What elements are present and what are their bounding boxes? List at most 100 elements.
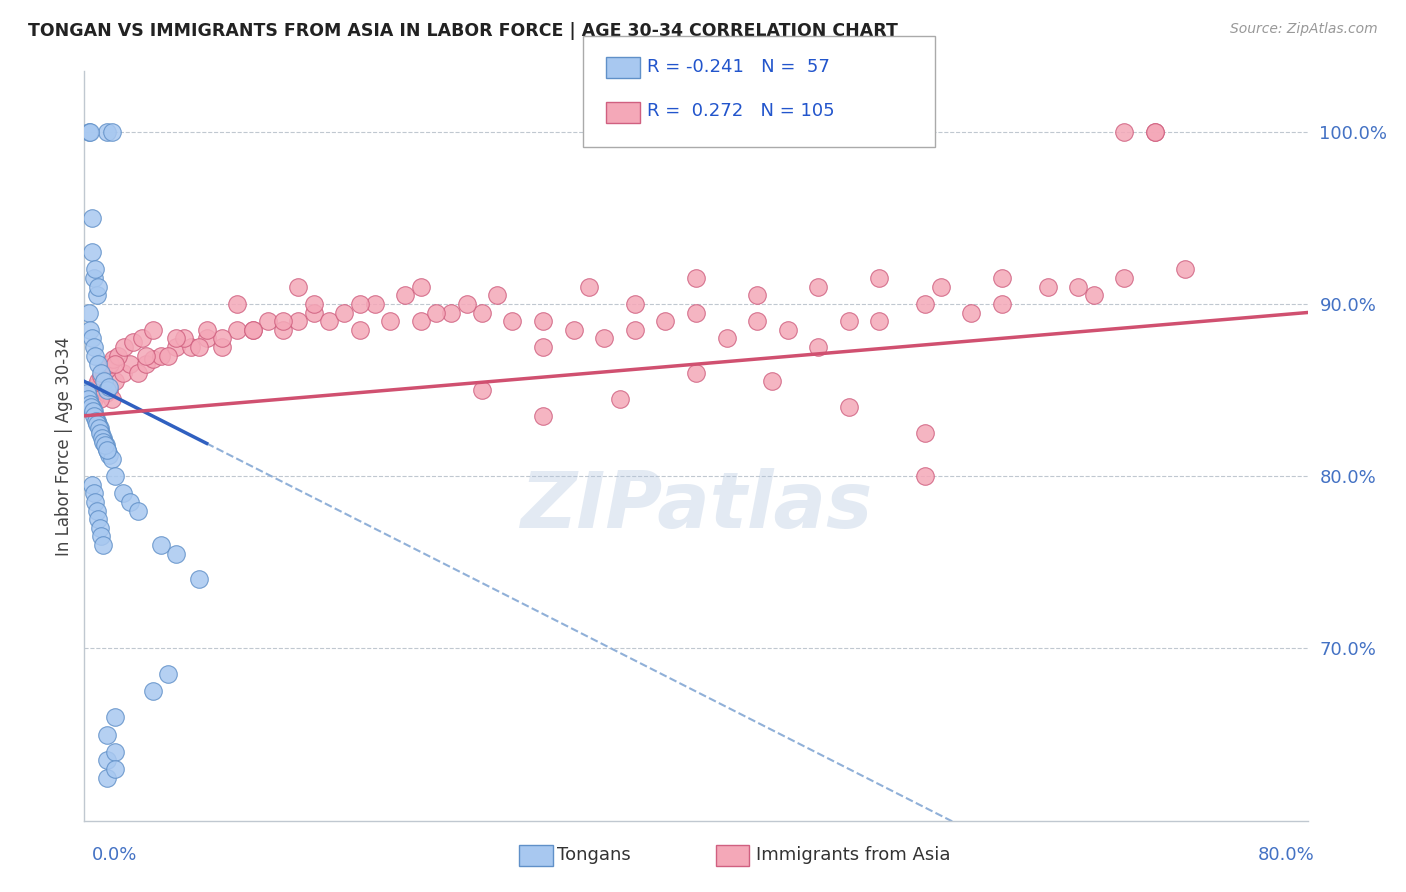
- Point: [165, 547, 187, 561]
- Point: [914, 426, 936, 441]
- Point: [991, 297, 1014, 311]
- Point: [149, 349, 172, 363]
- Point: [394, 288, 416, 302]
- Point: [91, 431, 114, 445]
- Point: [165, 340, 187, 354]
- Point: [807, 340, 830, 354]
- Text: Tongans: Tongans: [557, 846, 630, 863]
- Point: [80, 245, 103, 260]
- Point: [135, 349, 157, 363]
- Point: [104, 375, 127, 389]
- Point: [96, 362, 118, 376]
- Point: [1067, 279, 1090, 293]
- Point: [195, 323, 218, 337]
- Point: [761, 375, 783, 389]
- Point: [302, 305, 325, 319]
- Point: [97, 449, 120, 463]
- Point: [83, 340, 105, 354]
- Point: [1143, 125, 1166, 139]
- Point: [80, 477, 103, 491]
- Point: [624, 323, 647, 337]
- Point: [97, 379, 120, 393]
- Point: [84, 414, 107, 428]
- Point: [226, 297, 249, 311]
- Point: [131, 331, 153, 345]
- Point: [83, 486, 105, 500]
- Point: [86, 288, 108, 302]
- Point: [960, 305, 983, 319]
- Point: [142, 351, 165, 366]
- Point: [380, 314, 402, 328]
- Point: [409, 314, 432, 328]
- Point: [79, 401, 101, 415]
- Point: [624, 297, 647, 311]
- Point: [838, 401, 860, 415]
- Point: [111, 366, 134, 380]
- Point: [1143, 125, 1166, 139]
- Point: [1036, 279, 1059, 293]
- Point: [914, 469, 936, 483]
- Point: [80, 401, 103, 415]
- Point: [302, 297, 325, 311]
- Point: [96, 753, 118, 767]
- Point: [77, 392, 100, 406]
- Text: Source: ZipAtlas.com: Source: ZipAtlas.com: [1230, 22, 1378, 37]
- Point: [111, 486, 134, 500]
- Point: [86, 503, 108, 517]
- Point: [87, 421, 110, 435]
- Text: 80.0%: 80.0%: [1258, 846, 1315, 863]
- Point: [90, 369, 112, 384]
- Point: [89, 426, 111, 441]
- Point: [89, 521, 111, 535]
- Point: [91, 375, 114, 389]
- Point: [107, 349, 129, 363]
- Point: [90, 529, 112, 543]
- Point: [776, 323, 799, 337]
- Point: [471, 305, 494, 319]
- Point: [685, 366, 707, 380]
- Point: [86, 417, 108, 432]
- Point: [79, 397, 101, 411]
- Point: [98, 357, 121, 371]
- Point: [89, 421, 111, 435]
- Point: [242, 323, 264, 337]
- Point: [425, 305, 447, 319]
- Point: [91, 431, 114, 445]
- Point: [84, 495, 107, 509]
- Point: [120, 357, 142, 371]
- Point: [90, 426, 112, 441]
- Point: [349, 297, 371, 311]
- Point: [271, 314, 294, 328]
- Point: [120, 495, 142, 509]
- Point: [79, 397, 101, 411]
- Point: [104, 745, 127, 759]
- Point: [79, 323, 101, 337]
- Point: [716, 331, 738, 345]
- Point: [87, 375, 110, 389]
- Point: [593, 331, 616, 345]
- Point: [135, 357, 157, 371]
- Point: [578, 279, 600, 293]
- Point: [96, 443, 118, 458]
- Point: [79, 125, 101, 139]
- Point: [271, 323, 294, 337]
- Text: 0.0%: 0.0%: [91, 846, 136, 863]
- Point: [1114, 271, 1136, 285]
- Point: [747, 314, 769, 328]
- Point: [83, 403, 105, 417]
- Point: [86, 383, 108, 397]
- Point: [486, 288, 509, 302]
- Point: [89, 379, 111, 393]
- Point: [104, 710, 127, 724]
- Point: [869, 314, 891, 328]
- Point: [747, 288, 769, 302]
- Point: [1114, 125, 1136, 139]
- Point: [87, 417, 110, 432]
- Point: [142, 684, 165, 698]
- Point: [807, 279, 830, 293]
- Point: [87, 512, 110, 526]
- Point: [122, 334, 145, 349]
- Point: [87, 357, 110, 371]
- Point: [242, 323, 264, 337]
- Point: [180, 340, 202, 354]
